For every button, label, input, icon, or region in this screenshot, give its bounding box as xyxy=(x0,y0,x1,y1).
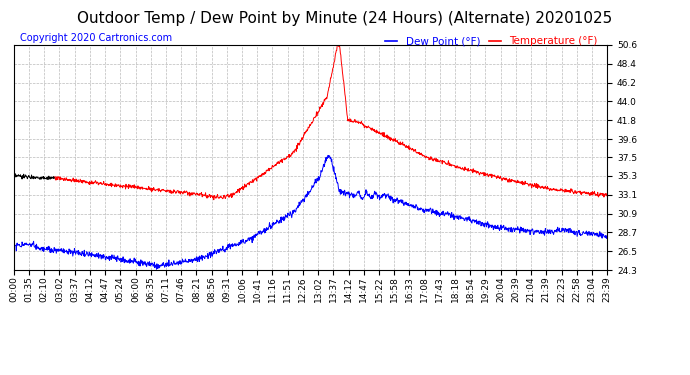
Text: Copyright 2020 Cartronics.com: Copyright 2020 Cartronics.com xyxy=(20,33,172,43)
Text: Outdoor Temp / Dew Point by Minute (24 Hours) (Alternate) 20201025: Outdoor Temp / Dew Point by Minute (24 H… xyxy=(77,11,613,26)
Legend: Dew Point (°F), Temperature (°F): Dew Point (°F), Temperature (°F) xyxy=(381,32,602,51)
